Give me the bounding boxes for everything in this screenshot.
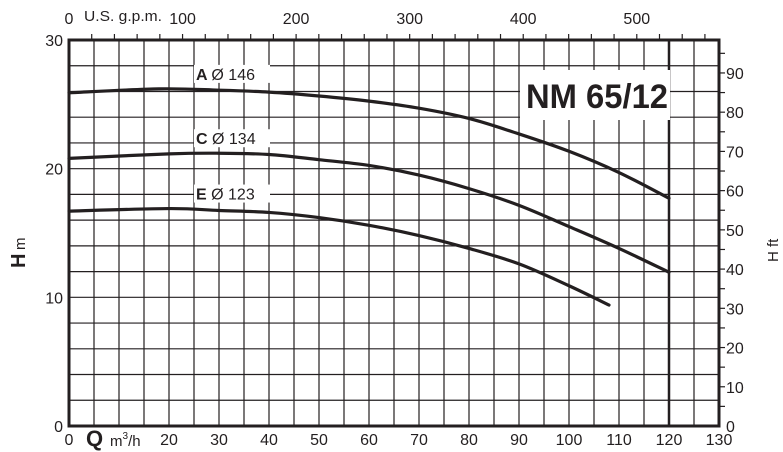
x2-tick-label: 500	[623, 11, 650, 28]
x-tick-label: 130	[706, 432, 733, 449]
curve-e	[67, 206, 611, 307]
y2-tick-label: 20	[726, 341, 744, 358]
x-tick-label: 30	[210, 432, 228, 449]
curves	[67, 87, 671, 307]
y2-tick-label: 50	[726, 223, 744, 240]
x-tick-label: 90	[510, 432, 528, 449]
y-tick-label: 20	[45, 162, 63, 179]
y-axis-unit: m	[12, 238, 29, 251]
x2-axis-label: U.S. g.p.m.	[84, 8, 162, 25]
x2-tick-label: 400	[510, 11, 537, 28]
x-tick-label: 120	[656, 432, 683, 449]
x2-tick-label: 200	[283, 11, 310, 28]
x-axis-label: Q	[86, 426, 103, 451]
x2-tick-label: 300	[396, 11, 423, 28]
x-tick-label: 110	[606, 432, 632, 449]
y2-tick-label: 90	[726, 66, 744, 83]
curve-c	[67, 151, 671, 274]
y-tick-label: 0	[54, 419, 63, 436]
axes: 0 20 30 40 50 60 70 80 90 100 110 120 13001020300102…	[45, 11, 744, 449]
curve-label-e: E Ø 123	[196, 187, 255, 204]
y2-axis-label: H ft	[765, 238, 782, 262]
y-axis-label-group: H m	[8, 238, 30, 269]
x2-tick-label: 100	[169, 11, 196, 28]
plot-frame	[67, 38, 721, 428]
y2-tick-label: 0	[726, 419, 735, 436]
title-box	[520, 70, 670, 120]
x-tick-label: 70	[410, 432, 428, 449]
curve-label-c: C Ø 134	[196, 131, 256, 148]
y2-tick-label: 40	[726, 262, 744, 279]
x-axis-unit: m3/h	[110, 431, 141, 450]
curve-label-a: A Ø 146	[196, 67, 255, 84]
x-tick-label: 40	[260, 432, 278, 449]
y-tick-label: 30	[45, 33, 63, 50]
y2-tick-label: 80	[726, 105, 744, 122]
x-tick-label: 80	[460, 432, 478, 449]
curve-label-bg	[194, 184, 270, 203]
y-tick-label: 10	[45, 290, 63, 307]
y2-tick-label: 70	[726, 144, 744, 161]
x-tick-label: 20	[160, 432, 178, 449]
y2-tick-label: 60	[726, 184, 744, 201]
x-tick-label: 100	[556, 432, 583, 449]
chart-title: NM 65/12	[526, 78, 668, 116]
x-tick-label: 60	[360, 432, 378, 449]
curve-label-bg	[194, 129, 270, 148]
x-tick-label: 50	[310, 432, 328, 449]
y2-tick-label: 10	[726, 380, 744, 397]
x-tick-label: 0	[65, 432, 74, 449]
curve-labels: A Ø 146 C Ø 134 E Ø 123	[194, 64, 270, 204]
x2-tick-label: 0	[65, 11, 74, 28]
y2-tick-label: 30	[726, 301, 744, 318]
curve-label-bg	[194, 64, 270, 83]
curve-a	[67, 87, 671, 200]
y2-axis-label-group: H ft	[765, 238, 782, 262]
y-axis-label: H	[8, 254, 30, 268]
